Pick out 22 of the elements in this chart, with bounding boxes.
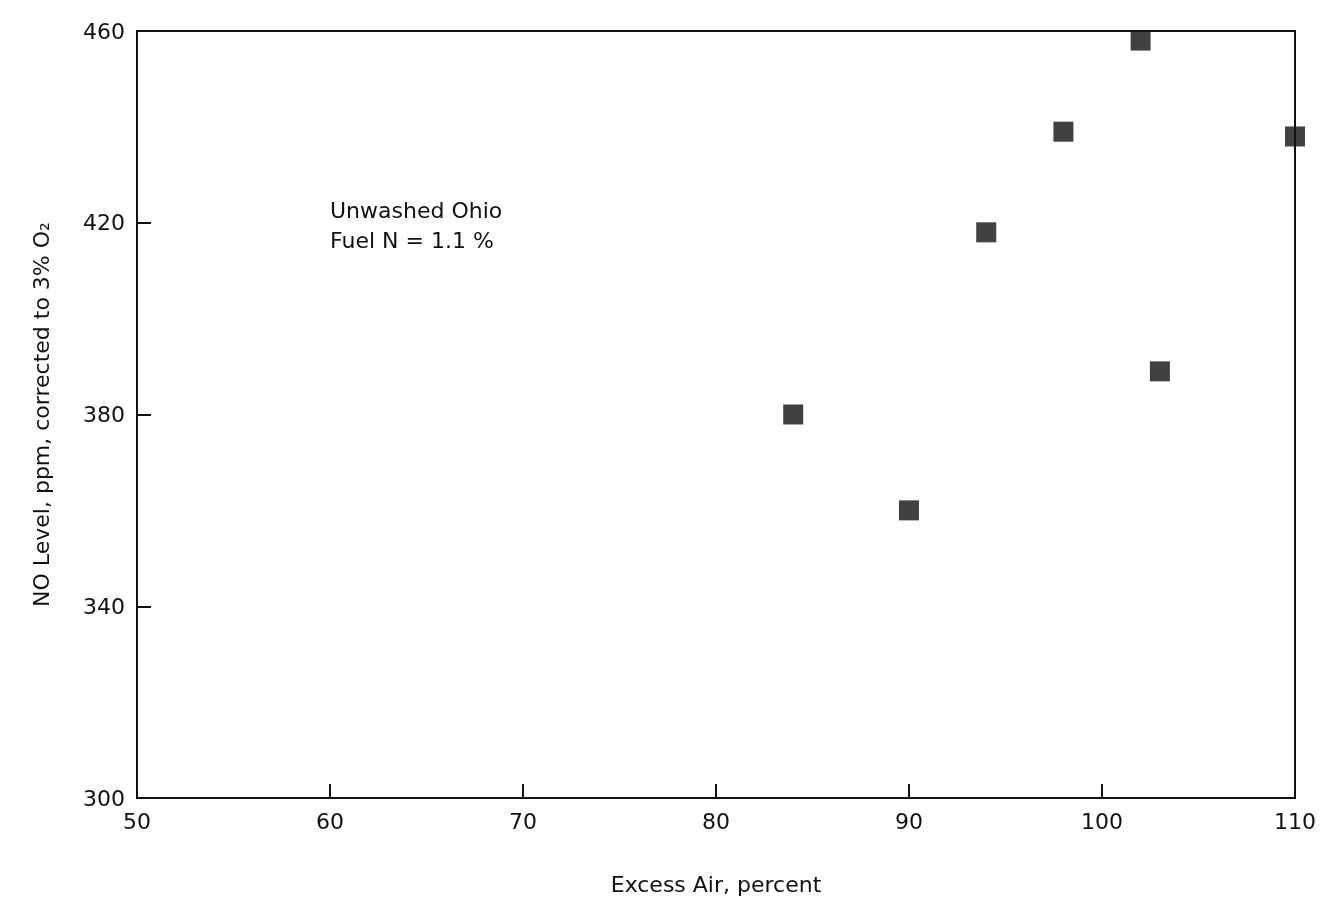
annotation: Unwashed Ohio Fuel N = 1.1 % — [330, 197, 503, 253]
point — [783, 404, 804, 425]
point — [1285, 126, 1305, 147]
point — [1053, 121, 1074, 142]
y-tick-label: 300 — [83, 785, 125, 811]
x-tick-label: 100 — [1081, 808, 1123, 834]
point — [1149, 361, 1170, 382]
point — [1130, 30, 1151, 51]
y-axis-title: NO Level, ppm, corrected to 3% O₂ — [28, 222, 54, 607]
point — [976, 222, 997, 243]
x-tick-label: 110 — [1274, 808, 1316, 834]
x-tick-label: 90 — [895, 808, 923, 834]
x-tick-label: 50 — [123, 808, 151, 834]
point — [899, 500, 919, 521]
y-tick-label: 380 — [83, 402, 125, 427]
x-tick-label: 80 — [702, 808, 730, 834]
y-tick-label: 340 — [83, 593, 125, 619]
y-tick-label: 460 — [83, 18, 125, 44]
y-tick-label: 420 — [83, 210, 125, 236]
x-tick-label: 60 — [316, 808, 344, 834]
x-tick-label: 70 — [509, 808, 537, 834]
x-axis-title: Excess Air, percent — [610, 871, 822, 897]
